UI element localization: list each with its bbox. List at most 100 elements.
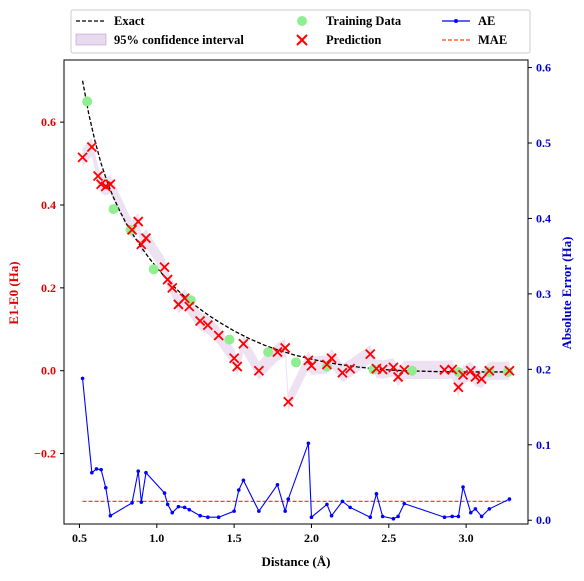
prediction-point [326,353,337,364]
prediction-point [484,365,495,376]
prediction-point [470,371,481,383]
ae-point [309,515,314,520]
legend-prediction-swatch [296,34,308,46]
prediction-point [77,152,88,163]
prediction-point [457,369,469,380]
prediction-point [399,364,410,376]
ae-point [165,502,170,507]
plot-frame [63,59,529,525]
prediction-point [388,362,399,373]
ae-point [283,509,287,513]
prediction-stroke [133,216,144,227]
legend-prediction-label: Prediction [326,33,381,47]
prediction-point [162,274,173,285]
ae-point [257,509,261,513]
ae-point [139,500,144,504]
legend-exact-label: Exact [114,14,145,28]
prediction-stroke [470,371,481,383]
prediction-point [86,141,97,153]
ae-point [306,441,311,446]
legend-training-label: Training Data [326,14,402,28]
ae-point [374,492,379,496]
prediction-stroke [337,367,348,378]
ae-point [162,491,167,495]
prediction-stroke [283,396,294,407]
prediction-stroke [447,364,458,375]
prediction-point [465,365,476,376]
prediction-series [77,141,515,407]
prediction-stroke [453,382,464,393]
prediction-stroke [377,364,388,375]
ae-point [99,467,103,472]
training-point [291,357,301,368]
prediction-point [232,361,243,372]
prediction-point [272,346,283,358]
prediction-stroke [306,360,317,371]
prediction-point [184,301,195,312]
prediction-point [476,373,487,385]
ae-point [286,497,291,501]
prediction-point [439,364,450,376]
prediction-point [344,363,356,374]
legend-frame [70,9,531,54]
prediction-point [253,365,265,376]
prediction-point [126,224,138,235]
ae-point [402,501,407,506]
prediction-point [337,367,348,378]
x-tick-label: 3.0 [459,531,474,545]
ae-point [396,514,400,519]
prediction-point [447,364,458,375]
prediction-stroke [179,293,190,304]
ae-point [103,485,108,490]
ae-point [90,470,94,475]
ae-point [380,514,385,519]
ae-point [442,515,447,520]
prediction-point [140,233,152,244]
prediction-stroke [504,365,515,376]
prediction-point [213,330,224,341]
prediction-stroke [136,239,147,250]
ae-point [144,470,148,475]
x-tick-label: 2.0 [304,531,319,545]
training-point [407,365,417,376]
prediction-point [280,342,291,354]
y-left-tick-label: 0.6 [41,115,56,129]
ae-point [206,515,210,520]
legend-training-swatch [297,16,307,26]
prediction-point [136,239,147,250]
ae-point [176,504,181,509]
legend-ci-label: 95% confidence interval [114,33,244,47]
prediction-stroke [439,364,450,376]
y-left-tick-label: 0.0 [41,364,56,378]
x-axis-label: Distance (Å) [262,554,331,569]
prediction-stroke [95,179,107,190]
ae-point [468,510,473,515]
ae-point [170,510,175,515]
ae-point [275,482,280,487]
x-tick-label: 1.0 [149,531,164,545]
ae-point [340,499,345,504]
prediction-stroke [484,365,495,376]
ae-point [241,478,246,483]
x-tick-label: 2.5 [381,531,396,545]
prediction-point [167,282,178,293]
exact-line [81,80,510,373]
prediction-point [377,364,388,375]
prediction-stroke [326,353,337,364]
y-left-tick-label: −0.2 [34,447,56,461]
ae-series [80,376,512,521]
prediction-stroke [476,373,487,385]
prediction-stroke [238,338,249,349]
y-right-tick-label: 0.3 [536,287,551,301]
prediction-stroke [86,141,97,153]
prediction-point [365,349,376,360]
prediction-stroke [399,364,410,376]
prediction-stroke [280,342,291,354]
y-right-tick-label: 0.2 [536,362,551,376]
ae-point [368,515,373,520]
prediction-stroke [92,170,104,182]
prediction-point [194,315,206,327]
prediction-stroke [365,349,376,360]
y-left-tick-label: 0.2 [41,281,56,295]
